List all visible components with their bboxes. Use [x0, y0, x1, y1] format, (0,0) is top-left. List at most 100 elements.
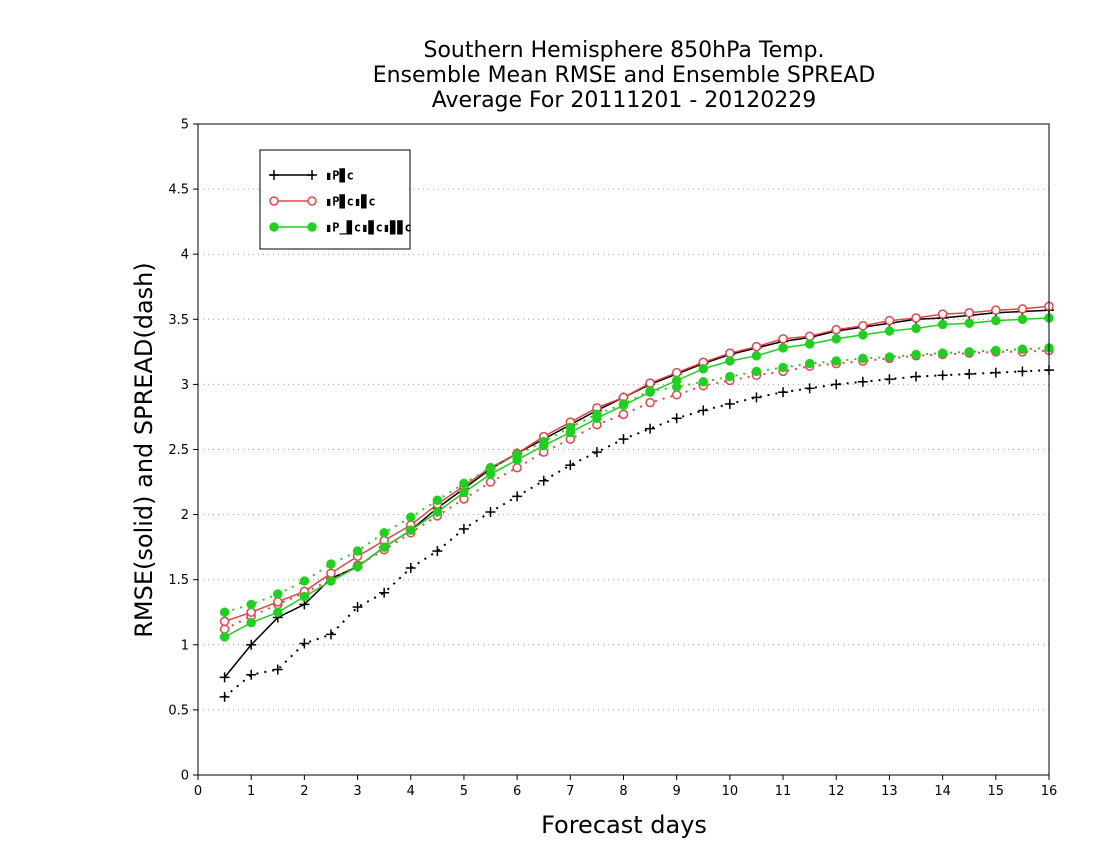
series-2-rmse-point — [831, 334, 841, 344]
series-2-spread-point — [725, 371, 735, 382]
series-2 — [219, 313, 1054, 642]
series-2-rmse-point — [645, 387, 655, 397]
x-tick-label: 2 — [300, 784, 308, 799]
chart-grid — [198, 188, 1049, 711]
series-0-spread-point — [591, 447, 602, 458]
series-1-rmse-point — [645, 378, 655, 388]
series-2-spread-point — [964, 347, 974, 357]
legend-label: ▮P▊c — [325, 168, 354, 183]
series-2-rmse-point — [538, 440, 549, 451]
series-0-spread-line — [223, 369, 1050, 698]
legend-label: ▮P_▊c▮▊c▮▊▊c — [325, 220, 412, 236]
series-2-spread-point — [432, 495, 443, 506]
y-tick-label: 3 — [181, 378, 189, 393]
y-tick-label: 2 — [181, 508, 189, 523]
series-0-spread-point — [352, 602, 363, 613]
y-tick-label: 0 — [181, 769, 189, 784]
legend-marker — [307, 222, 317, 232]
series-1-spread-point — [485, 477, 496, 487]
legend-item: ▮P▊c — [269, 168, 354, 183]
x-tick-label: 3 — [353, 784, 361, 799]
series-0-rmse-line — [224, 309, 1050, 678]
x-axis: 0 1 2 3 4 5 6 7 8 9 10 11 12 13 14 15 16 — [194, 775, 1057, 799]
y-tick-label: 3.5 — [168, 313, 189, 328]
series-0-spread-point — [751, 392, 762, 403]
y-axis: 0 0.5 1 1.5 2 2.5 3 3.5 4 4.5 5 — [168, 118, 198, 784]
series-0-spread-point — [645, 423, 656, 434]
series-0-spread-point — [272, 664, 283, 675]
x-tick-label: 4 — [407, 784, 415, 799]
chart-series — [219, 301, 1054, 702]
x-tick-label: 9 — [673, 784, 681, 799]
series-2-rmse-point — [778, 343, 788, 353]
series-0-spread-point — [432, 546, 443, 557]
x-tick-label: 12 — [828, 784, 845, 799]
series-2-rmse-point — [406, 525, 416, 535]
series-1 — [219, 301, 1054, 634]
x-tick-label: 15 — [988, 784, 1005, 799]
series-0-spread-point — [884, 374, 895, 385]
series-0-spread-point — [831, 379, 842, 390]
series-1-rmse-point — [246, 607, 256, 617]
chart-title-line: Ensemble Mean RMSE and Ensemble SPREAD — [373, 63, 876, 88]
series-0 — [219, 305, 1054, 702]
chart-title: Southern Hemisphere 850hPa Temp.Ensemble… — [373, 38, 876, 113]
series-1-rmse-point — [964, 308, 974, 318]
series-2-rmse-point — [725, 356, 735, 366]
x-tick-label: 14 — [934, 784, 951, 799]
series-2-spread-point — [459, 478, 469, 489]
legend-box — [259, 149, 411, 250]
series-0-spread-point — [964, 368, 975, 379]
series-2-rmse-point — [299, 591, 310, 602]
series-0-spread-point — [911, 371, 922, 382]
series-2-spread-point — [858, 353, 868, 364]
series-0-spread-point — [379, 587, 390, 598]
series-1-rmse-point — [937, 309, 948, 319]
legend-marker — [269, 196, 279, 206]
series-2-spread-point — [751, 366, 762, 377]
series-1-rmse-point — [219, 616, 230, 627]
legend-item: ▮P_▊c▮▊c▮▊▊c — [269, 220, 412, 236]
y-axis-label: RMSE(solid) and SPREAD(dash) — [130, 262, 158, 638]
series-2-spread-point — [326, 559, 336, 569]
series-1-rmse-point — [884, 315, 895, 326]
series-0-rmse-point — [246, 639, 257, 650]
x-tick-label: 13 — [881, 784, 898, 799]
y-tick-label: 4.5 — [168, 183, 189, 198]
x-tick-label: 0 — [194, 784, 202, 799]
legend-label: ▮P▊c▮▊c — [325, 194, 376, 209]
series-1-rmse-point — [725, 348, 735, 358]
series-2-rmse-point — [884, 326, 895, 336]
series-2-rmse-point — [804, 339, 815, 349]
series-2-rmse-point — [991, 315, 1001, 326]
series-2-rmse-point — [379, 542, 389, 552]
series-1-spread-line — [224, 349, 1050, 631]
series-0-spread-point — [325, 629, 336, 640]
chart-title-line: Southern Hemisphere 850hPa Temp. — [424, 38, 825, 63]
series-1-spread-point — [645, 397, 655, 408]
series-0-spread-point — [724, 398, 735, 409]
series-0-spread-point — [857, 376, 868, 387]
series-1-spread-point — [671, 390, 682, 400]
series-2-rmse-point — [273, 607, 283, 617]
series-0-spread-point — [458, 523, 469, 534]
legend-marker — [307, 196, 317, 206]
series-0-spread-point — [618, 434, 629, 445]
series-2-spread-point — [778, 362, 788, 373]
series-1-rmse-line — [224, 305, 1050, 623]
series-2-rmse-point — [751, 351, 762, 361]
series-2-spread-point — [911, 349, 921, 360]
x-axis-label: Forecast days — [541, 811, 707, 839]
x-tick-label: 1 — [247, 784, 255, 799]
series-2-rmse-point — [512, 455, 522, 465]
series-2-rmse-point — [911, 323, 921, 334]
series-0-spread-point — [299, 638, 310, 649]
series-2-rmse-line — [224, 317, 1050, 638]
series-2-rmse-point — [964, 318, 974, 328]
y-tick-label: 2.5 — [168, 443, 189, 458]
series-2-rmse-point — [459, 487, 469, 498]
series-2-rmse-point — [485, 469, 496, 479]
legend-item: ▮P▊c▮▊c — [269, 194, 376, 209]
series-1-rmse-point — [751, 341, 762, 352]
series-0-spread-point — [405, 562, 416, 573]
